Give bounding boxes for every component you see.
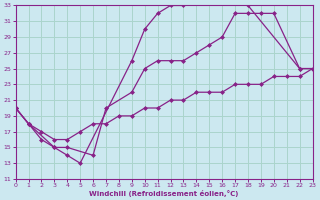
X-axis label: Windchill (Refroidissement éolien,°C): Windchill (Refroidissement éolien,°C) <box>89 190 239 197</box>
